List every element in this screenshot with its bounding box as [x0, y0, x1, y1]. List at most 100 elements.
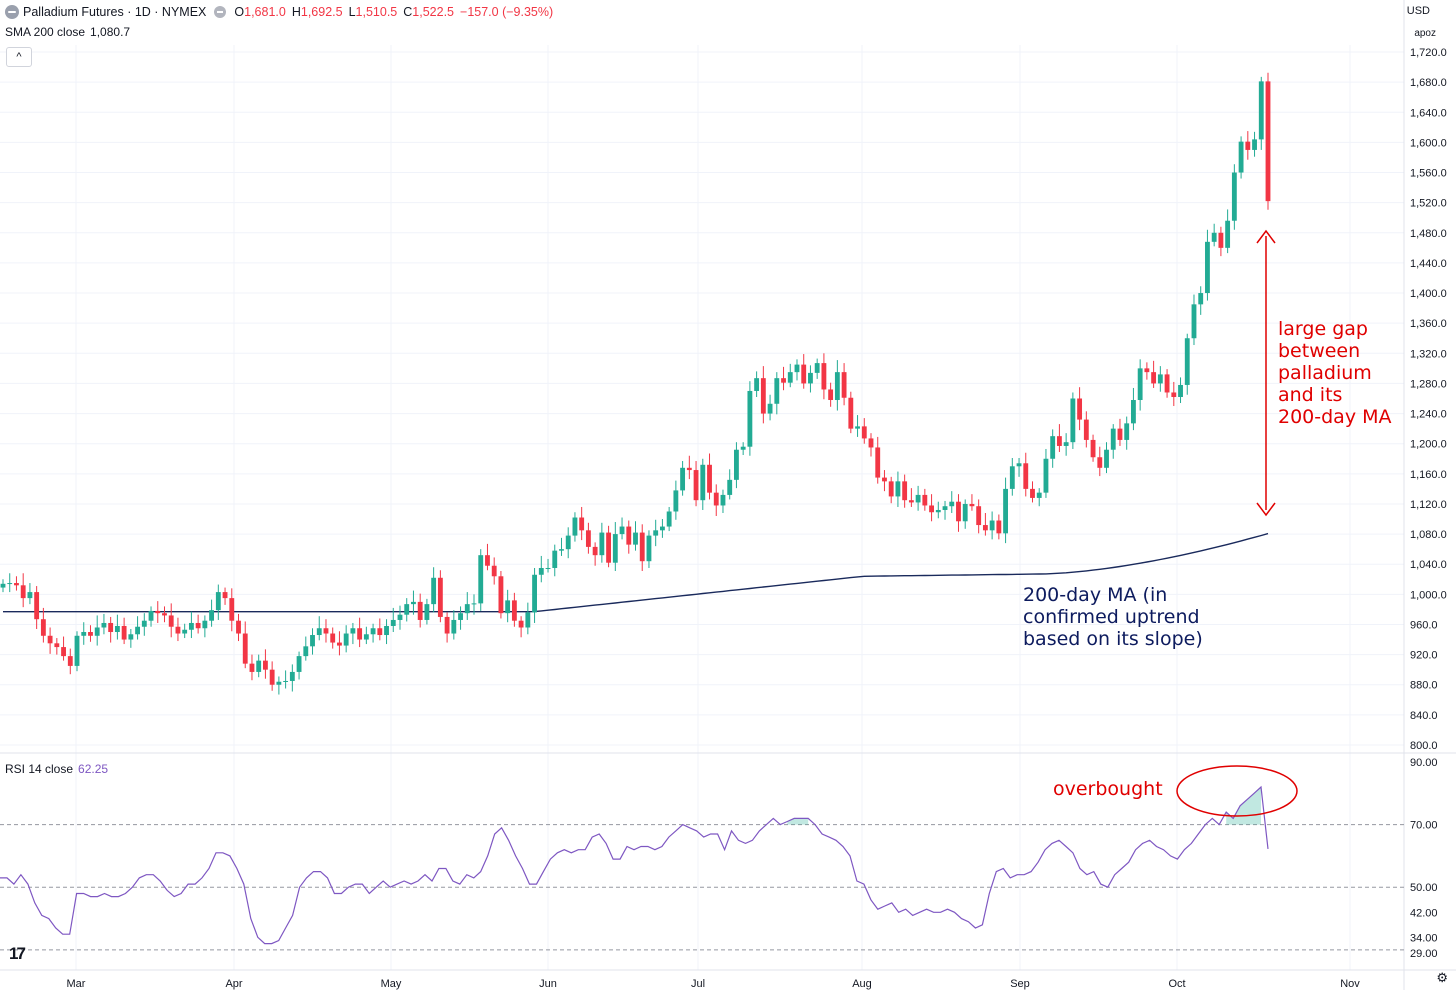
collapse-legend-button[interactable]: ^ [6, 47, 32, 67]
candle [478, 549, 484, 611]
candle-body [740, 446, 746, 450]
currency-label[interactable]: USD [1406, 5, 1430, 17]
candle-body [229, 598, 235, 621]
candle [1231, 164, 1237, 230]
overbought-ellipse [1176, 765, 1298, 817]
y-tick-label: 920.0 [1410, 650, 1438, 662]
candle-body [612, 534, 618, 563]
gap-annotation: large gap between palladium and its 200-… [1278, 318, 1392, 428]
rsi-y-tick-label: 70.00 [1410, 820, 1438, 832]
candle-body [1245, 141, 1251, 150]
candle [1110, 424, 1116, 459]
annotation-shapes [1176, 229, 1298, 817]
candle-body [1090, 439, 1096, 458]
candle [188, 611, 194, 639]
candle [390, 607, 396, 633]
candle [915, 485, 921, 511]
candle-body [707, 464, 712, 493]
candle [330, 627, 336, 649]
candle-body [794, 364, 800, 373]
candle [88, 625, 93, 642]
candle-body [276, 681, 282, 685]
candle [518, 616, 524, 638]
candle [1137, 359, 1143, 411]
candle-body [337, 642, 342, 646]
candle [781, 366, 786, 391]
sma-legend-value: 1,080.7 [90, 25, 131, 39]
candle-body [1056, 436, 1062, 446]
candle [646, 530, 652, 568]
candle [289, 664, 295, 692]
candle [895, 471, 901, 507]
candle [222, 587, 228, 605]
candle [209, 599, 215, 627]
candle-body [188, 622, 194, 630]
candle-body [377, 628, 383, 636]
candle [363, 626, 369, 645]
candle-body [20, 585, 26, 599]
candle [1030, 481, 1035, 503]
candle-body [1070, 398, 1076, 443]
gap-arrow-head-up [1256, 229, 1276, 244]
ma-annotation: 200-day MA (in confirmed uptrend based o… [1023, 584, 1203, 650]
candle-body [141, 620, 147, 627]
candle [128, 628, 134, 648]
candle-body [888, 481, 894, 497]
candle-body [1030, 488, 1035, 498]
candle [774, 372, 780, 415]
candle [1009, 458, 1015, 496]
sma-legend[interactable]: SMA 200 close 1,080.7 [5, 25, 130, 39]
candle-body [875, 447, 881, 478]
candle-body [370, 628, 376, 635]
candle [337, 631, 342, 656]
candle-body [673, 490, 679, 512]
candle-body [182, 629, 188, 634]
candle-body [1083, 419, 1089, 440]
candle-body [54, 643, 60, 648]
candle [20, 573, 26, 608]
tradingview-logo-icon[interactable]: 17 [9, 944, 26, 963]
candle [713, 484, 719, 517]
candle [908, 488, 914, 507]
candle-body [350, 628, 356, 634]
candle [592, 542, 598, 566]
candle-body [626, 526, 632, 545]
candle [108, 616, 114, 643]
candle [283, 670, 289, 689]
candle [989, 511, 995, 540]
candle [498, 570, 504, 619]
candle [182, 623, 188, 639]
scale-mode-label[interactable]: apoz [1414, 28, 1436, 39]
candle [794, 359, 800, 381]
sma-legend-name: SMA 200 close [5, 25, 86, 39]
candle [626, 520, 632, 554]
chevron-up-icon: ^ [16, 51, 22, 63]
candle [834, 360, 840, 411]
candle-body [962, 503, 968, 522]
candle [801, 354, 807, 389]
candle [269, 661, 275, 691]
gear-icon[interactable]: ⚙ [1436, 970, 1448, 985]
candle [882, 470, 887, 492]
candle [384, 619, 389, 645]
candle [236, 613, 241, 642]
candle-body [148, 610, 154, 621]
candle-body [1225, 220, 1231, 248]
rsi-legend[interactable]: RSI 14 close 62.25 [5, 762, 108, 776]
candle [1050, 429, 1056, 468]
candle [357, 617, 363, 648]
candle [962, 499, 968, 529]
symbol-title[interactable]: Palladium Futures · 1D · NYMEX [23, 5, 207, 19]
x-tick-label: May [381, 978, 402, 990]
candle-body [390, 619, 396, 626]
x-tick-label: Oct [1168, 978, 1185, 990]
candle-body [760, 378, 766, 414]
candle [532, 567, 537, 623]
candle-body [451, 619, 457, 634]
candle-body [713, 492, 719, 506]
rsi-pane [0, 785, 1404, 951]
candle-body [639, 532, 645, 562]
axes: Mar Apr May Jun Jul Aug Sep Oct Nov 800.0 840.0 880… [67, 47, 1447, 990]
candle [114, 614, 120, 640]
